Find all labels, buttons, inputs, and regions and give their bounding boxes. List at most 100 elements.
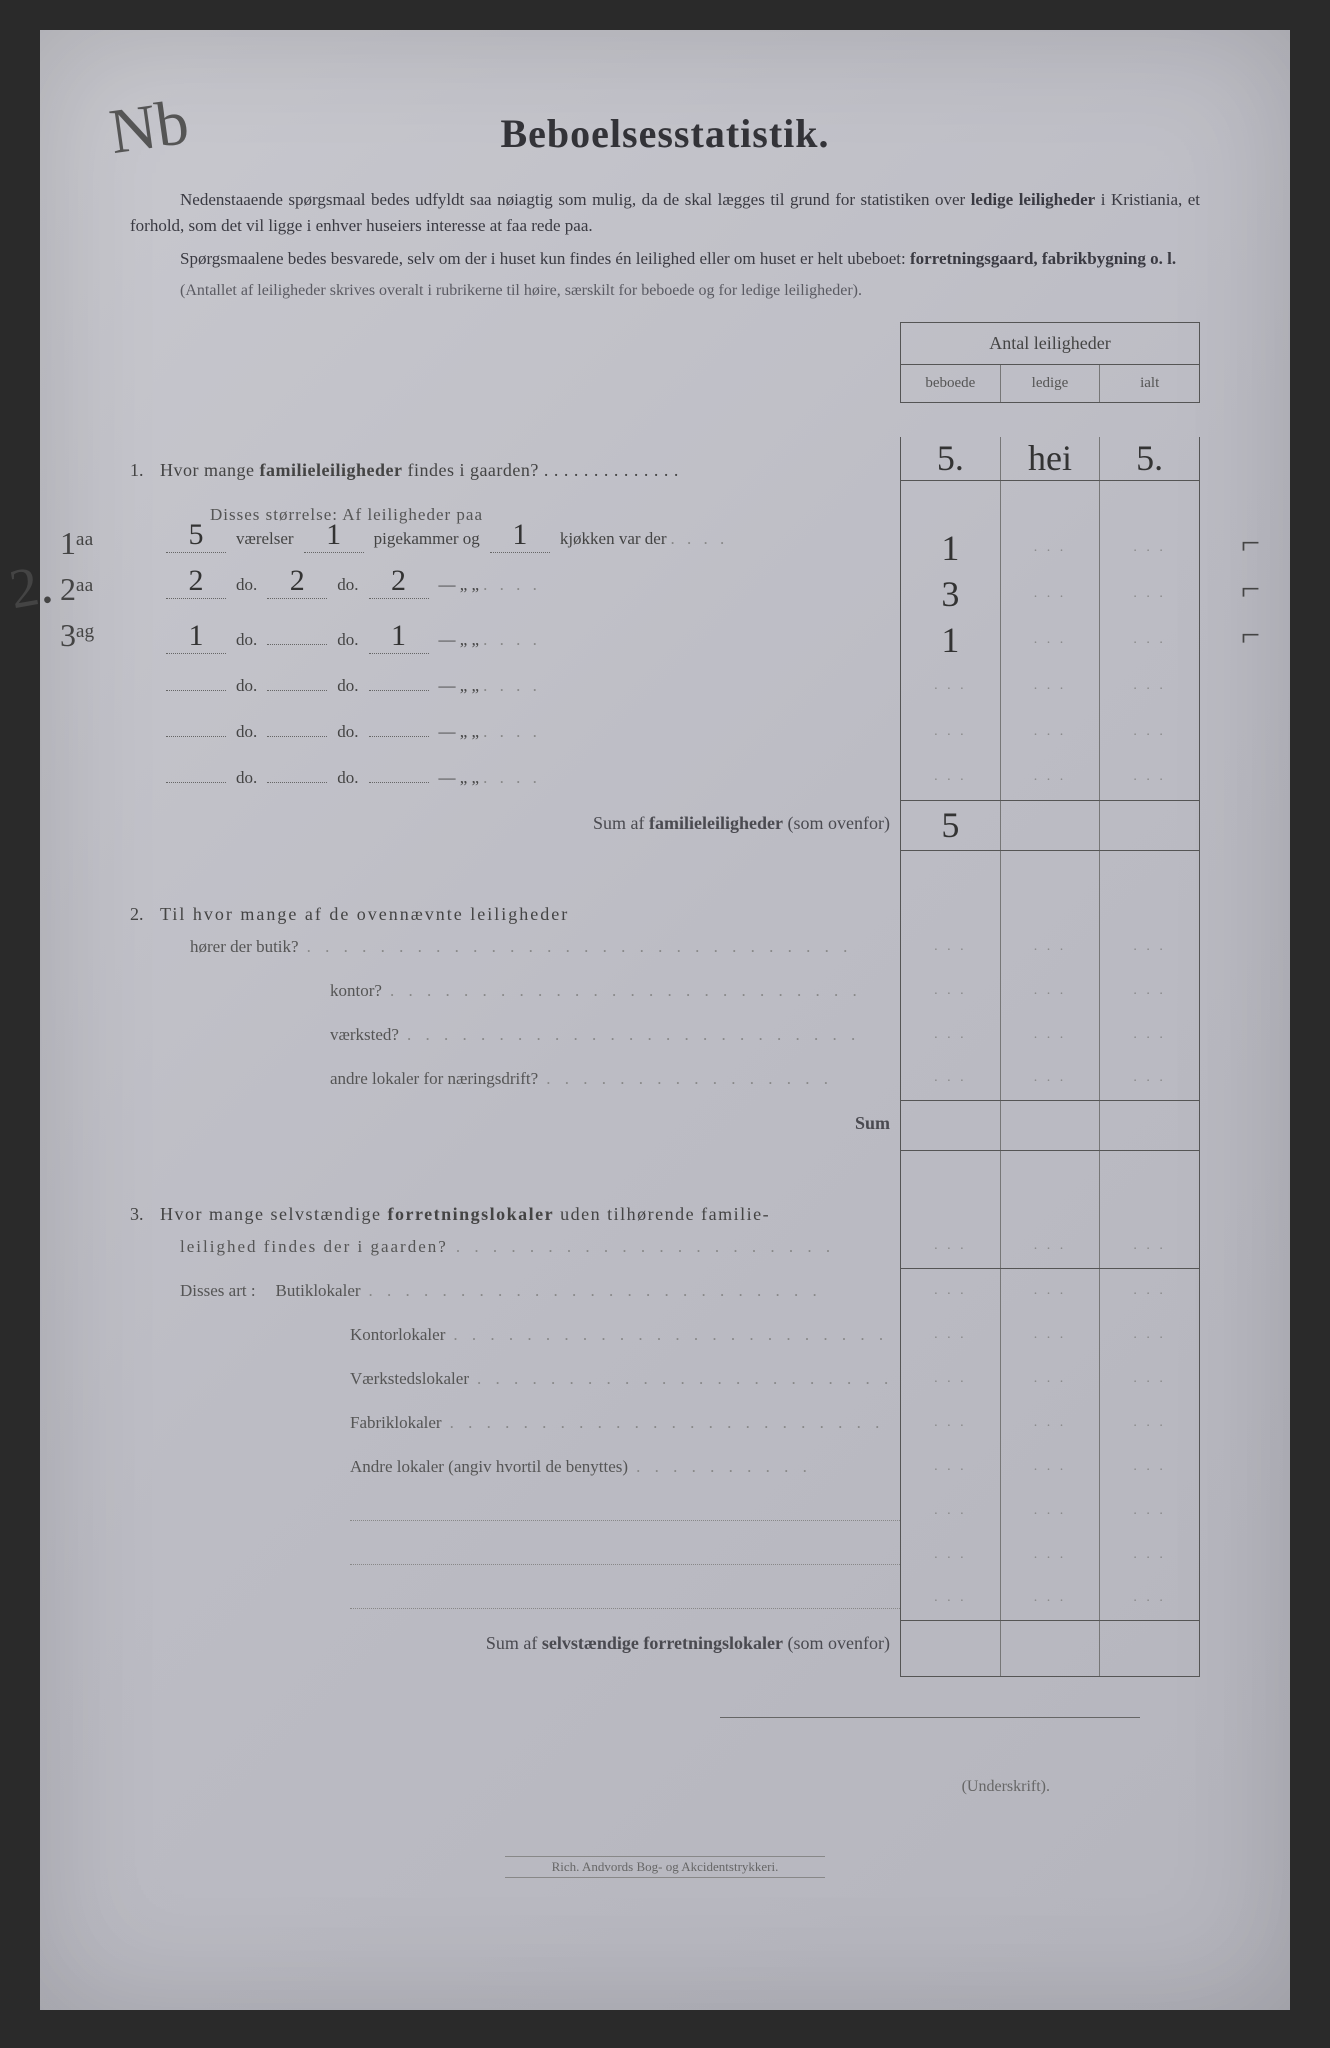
q1-ialt: 5. xyxy=(1100,437,1199,480)
q3-c5: . . .. . .. . . xyxy=(900,1357,1200,1401)
q1-cells: 5. hei 5. xyxy=(900,437,1200,481)
c: . . . xyxy=(1001,1313,1101,1357)
q2-l2: hører der butik? xyxy=(190,937,299,957)
c xyxy=(901,881,1001,925)
row2-cells: 3 . . . . . . xyxy=(900,571,1200,617)
c xyxy=(901,1151,1001,1181)
c: . . . xyxy=(1100,1577,1199,1620)
th-subrow: beboede ledige ialt xyxy=(900,365,1200,403)
q2-vaerksted: værksted? . . . . . . . . . . . . . . . … xyxy=(130,1013,900,1057)
header-spacer: Antal leiligheder beboede ledige ialt xyxy=(130,322,1200,437)
c xyxy=(1001,1151,1101,1181)
row3-margin: 3ᵃᵍ xyxy=(60,617,94,654)
q1-sum-cells: 5 xyxy=(900,801,1200,851)
row1-right: ⌐ xyxy=(1241,525,1260,563)
row5-tail: — „ „ xyxy=(439,722,480,742)
q3-c2: . . .. . .. . . xyxy=(900,1225,1200,1269)
row5-cells: . . . . . . . . . xyxy=(900,709,1200,755)
c xyxy=(901,1621,1001,1676)
q2-andre: andre lokaler for næringsdrift? . . . . … xyxy=(130,1057,900,1101)
c: . . . xyxy=(901,1269,1001,1313)
w-pige: pigekammer og xyxy=(374,529,480,549)
c xyxy=(1100,1151,1199,1181)
q3-i1: Kontorlokaler xyxy=(350,1325,445,1345)
c xyxy=(1001,1101,1101,1150)
q3-c10: . . .. . .. . . xyxy=(900,1577,1200,1621)
c xyxy=(1100,1101,1199,1150)
dots: . . . . . . . . . . . . . . . . . . . . … xyxy=(399,1025,900,1045)
size-row-2: 2ᵃᵃ 2 do. 2 do. 2 — „ „ . . . . ⌐ 3 . . … xyxy=(130,571,900,617)
c: . . . xyxy=(1001,1357,1101,1401)
c: . . . xyxy=(1100,1013,1199,1057)
gap-c xyxy=(1100,851,1199,881)
intro2-a: Spørgsmaalene bedes besvarede, selv om d… xyxy=(180,249,910,268)
row5-i: . . . xyxy=(1100,709,1199,755)
intro1-a: Nedenstaaende spørgsmaal bedes udfyldt s… xyxy=(180,190,971,209)
row1-vaer: 5 xyxy=(166,525,226,553)
c: . . . xyxy=(1001,1269,1101,1313)
c: . . . xyxy=(1100,1489,1199,1533)
row4-cells: . . . . . . . . . xyxy=(900,663,1200,709)
intro2-b: forretningsgaard, fabrikbygning o. l. xyxy=(910,249,1176,268)
size-row-6: do. do. — „ „ . . . . . . . . . . . . . xyxy=(130,755,900,801)
q1-a: Hvor mange xyxy=(160,460,259,480)
row4-b: . . . xyxy=(901,663,1001,709)
empty-cell xyxy=(1100,481,1199,525)
q2-i1: værksted? xyxy=(330,1025,399,1045)
c: . . . xyxy=(1001,1013,1101,1057)
dots: . . . . . . . . . . . . . . . . . . . . … xyxy=(442,1413,900,1433)
c: . . . xyxy=(901,1445,1001,1489)
c: . . . xyxy=(1001,969,1101,1013)
c: . . . xyxy=(1100,1225,1199,1268)
row5-b: . . . xyxy=(901,709,1001,755)
row1-margin: 1ᵃᵃ xyxy=(60,525,94,562)
row1-kjok: 1 xyxy=(490,525,550,553)
th-total: Antal leiligheder xyxy=(900,322,1200,365)
c: . . . xyxy=(901,925,1001,969)
scanned-form-page: Nb Beboelsesstatistik. Nedenstaaende spø… xyxy=(40,30,1290,2010)
c xyxy=(1001,1621,1101,1676)
q3-c6: . . .. . .. . . xyxy=(900,1401,1200,1445)
q3-sum-a: Sum af xyxy=(486,1633,542,1653)
q3-vaerksted: Værkstedslokaler . . . . . . . . . . . .… xyxy=(130,1357,900,1401)
row4-p xyxy=(267,663,327,691)
q3-c1 xyxy=(900,1181,1200,1225)
gap-c xyxy=(901,851,1001,881)
c: . . . xyxy=(1100,1357,1199,1401)
q3-sum: Sum af selvstændige forretningslokaler (… xyxy=(130,1621,900,1677)
row6-v xyxy=(166,755,226,783)
row3-right: ⌐ xyxy=(1241,617,1260,655)
row3-tail: — „ „ xyxy=(439,630,480,650)
c: . . . xyxy=(1001,1533,1101,1577)
c: . . . xyxy=(901,1533,1001,1577)
size-row-3: 3ᵃᵍ 1 do. do. 1 — „ „ . . . . ⌐ 1 . . . … xyxy=(130,617,900,663)
gap2 xyxy=(130,1151,900,1181)
q2-num: 2. xyxy=(130,904,160,925)
c: . . . xyxy=(1001,1577,1101,1620)
c: . . . xyxy=(901,1057,1001,1100)
row3-pige xyxy=(267,617,327,645)
row5-p xyxy=(267,709,327,737)
dots: . . . . . . . . . . xyxy=(628,1457,900,1477)
dots: . . . . . . . . . . . . . . . . . . . . … xyxy=(361,1281,900,1301)
q2-c2: . . .. . .. . . xyxy=(900,925,1200,969)
w-do: do. xyxy=(236,630,257,650)
size-row-5: do. do. — „ „ . . . . . . . . . . . . . xyxy=(130,709,900,755)
q3-i2: Værkstedslokaler xyxy=(350,1369,469,1389)
row5-k xyxy=(369,709,429,737)
size-row-1: 2. 1ᵃᵃ 5 værelser 1 pigekammer og 1 kjøk… xyxy=(130,525,900,571)
row2-margin: 2ᵃᵃ xyxy=(60,571,94,608)
signature-line xyxy=(720,1717,1140,1718)
c: . . . xyxy=(1001,1057,1101,1100)
c xyxy=(1001,881,1101,925)
c: . . . xyxy=(1100,1445,1199,1489)
w-do2: do. xyxy=(337,768,358,788)
row3-kjok: 1 xyxy=(369,626,429,654)
row3-vaer: 1 xyxy=(166,626,226,654)
c: . . . xyxy=(1100,1057,1199,1100)
row5-l: . . . xyxy=(1001,709,1101,755)
row6-i: . . . xyxy=(1100,755,1199,800)
w-do2: do. xyxy=(337,722,358,742)
c xyxy=(1100,881,1199,925)
size-row-4: do. do. — „ „ . . . . . . . . . . . . . xyxy=(130,663,900,709)
